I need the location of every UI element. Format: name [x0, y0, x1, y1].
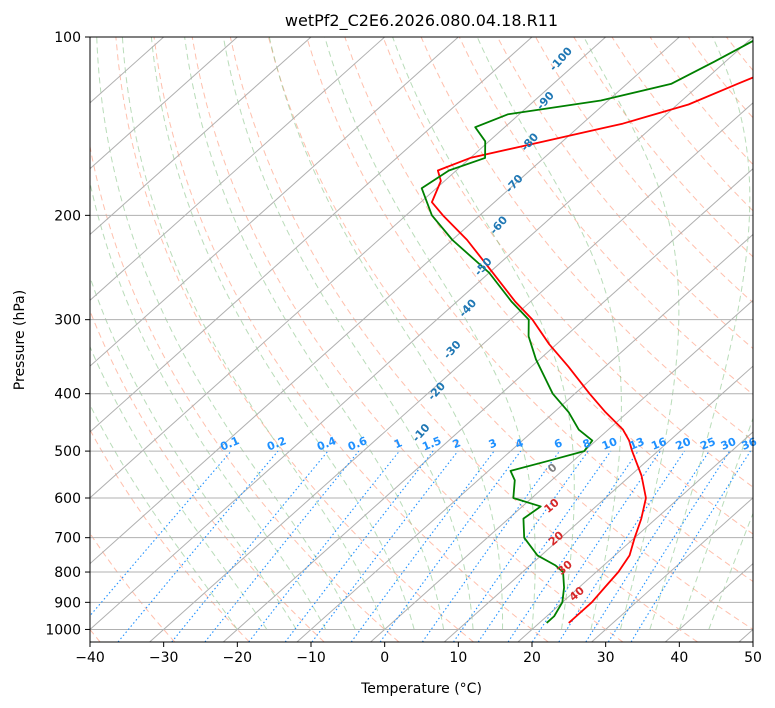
isotherm-line — [370, 299, 753, 642]
isotherm-line — [296, 233, 753, 642]
moist-adiabat-line — [708, 512, 753, 630]
mixing-ratio-line — [477, 450, 612, 642]
x-tick-label: −40 — [75, 650, 105, 666]
x-tick-label: 20 — [523, 650, 541, 666]
isotherm-line — [149, 102, 753, 642]
dewpoint-profile-line — [420, 39, 753, 624]
mixing-ratio-label: 20 — [674, 435, 693, 453]
y-axis-title: Pressure (hPa) — [12, 290, 28, 390]
moist-adiabat-line — [476, 37, 622, 630]
y-tick-label: 100 — [54, 30, 81, 46]
mixing-ratio-label: 3 — [487, 436, 499, 451]
mixing-ratio-label: 25 — [698, 435, 717, 453]
x-tick-label: −20 — [223, 650, 253, 666]
moist-adiabat-line — [96, 37, 356, 630]
mixing-ratio-label: 16 — [649, 435, 668, 453]
mixing-ratio-label: 1 — [392, 436, 404, 451]
chart-title: wetPf2_C2E6.2026.080.04.18.R11 — [285, 11, 558, 31]
x-tick-label: 30 — [597, 650, 615, 666]
mixing-ratio-label: 2 — [451, 436, 463, 451]
moist-adiabat-line — [90, 345, 268, 630]
x-tick-label: 10 — [449, 650, 467, 666]
mixing-ratio-line — [171, 450, 329, 642]
mixing-ratio-line — [585, 450, 710, 642]
y-tick-label: 300 — [54, 313, 81, 329]
mixing-ratio-line — [117, 450, 279, 642]
dry-adiabat-line — [90, 532, 176, 642]
isotherm-line — [90, 37, 385, 301]
mixing-ratio-label: 13 — [627, 435, 646, 453]
dry-adiabat-line — [268, 37, 753, 631]
moist-adiabat-line — [121, 37, 386, 630]
isotherm-line — [90, 37, 606, 499]
x-axis-title: Temperature (°C) — [360, 681, 482, 697]
moist-adiabat-line — [649, 37, 751, 630]
moist-adiabat-line — [324, 37, 536, 630]
isotherm-line — [90, 37, 238, 170]
isotherm-line — [90, 37, 533, 433]
isotherm-line — [443, 365, 753, 642]
mixing-ratio-line — [507, 450, 639, 642]
y-tick-label: 800 — [54, 565, 81, 581]
mixing-ratio-line — [311, 450, 459, 642]
mixing-ratio-line — [379, 450, 522, 642]
x-tick-label: 0 — [380, 650, 389, 666]
mixing-ratio-label: 36 — [740, 435, 759, 453]
mixing-ratio-line — [558, 450, 685, 642]
isotherm-line — [90, 37, 753, 631]
isotherm-line — [517, 431, 753, 642]
moist-adiabat-line — [583, 37, 680, 630]
y-tick-label: 400 — [54, 387, 81, 403]
y-tick-label: 600 — [54, 491, 81, 507]
isotherm-line — [591, 497, 753, 642]
dry-adiabat-line — [535, 37, 753, 304]
moist-adiabat-line — [184, 37, 445, 630]
y-tick-label: 1000 — [45, 622, 81, 638]
x-tick-label: −10 — [296, 650, 326, 666]
moist-adiabat-line — [268, 37, 504, 630]
x-tick-label: 50 — [744, 650, 762, 666]
dry-adiabat-line — [382, 37, 753, 488]
mixing-ratio-line — [607, 450, 731, 642]
isotherm-line — [222, 167, 753, 642]
isotherm-line — [90, 37, 312, 236]
mixing-ratio-line — [204, 450, 360, 642]
data-lines — [420, 39, 753, 624]
axes: −40 −30 −20 −10 0 10 20 30 40 50 100 200 300 400 500 60… — [45, 30, 762, 666]
moist-adiabat-line — [90, 180, 327, 630]
isotherm-line — [90, 37, 459, 367]
y-tick-label: 500 — [54, 444, 81, 460]
mixing-ratio-line — [350, 450, 495, 642]
moist-adiabat-line — [90, 403, 238, 630]
moist-adiabat-line — [222, 37, 474, 630]
mixing-ratio-label: 8 — [581, 436, 593, 451]
temperature-profile-line — [431, 76, 753, 624]
x-tick-label: −30 — [149, 650, 179, 666]
y-tick-label: 900 — [54, 595, 81, 611]
dry-adiabat-line — [115, 37, 474, 642]
moist-adiabat-line — [150, 37, 415, 630]
mixing-ratio-line — [453, 450, 589, 642]
moist-adiabat-line — [678, 416, 753, 630]
isotherm-line — [90, 37, 680, 565]
x-tick-label: 40 — [670, 650, 688, 666]
dry-adiabat-line — [306, 37, 753, 583]
dry-adiabat-line — [420, 37, 753, 442]
mixing-ratio-line — [421, 450, 561, 642]
background-lines — [90, 37, 753, 642]
mixing-ratio-label: 30 — [719, 435, 738, 453]
y-tick-label: 700 — [54, 531, 81, 547]
dry-adiabat-line — [496, 37, 753, 350]
plot-frame — [89, 36, 754, 643]
mixing-ratio-line — [531, 450, 661, 642]
dry-adiabat-line — [153, 37, 549, 642]
y-tick-label: 200 — [54, 208, 81, 224]
mixing-ratio-label: 10 — [600, 435, 619, 453]
dry-adiabat-line — [458, 37, 753, 396]
dry-adiabat-line — [191, 37, 624, 642]
